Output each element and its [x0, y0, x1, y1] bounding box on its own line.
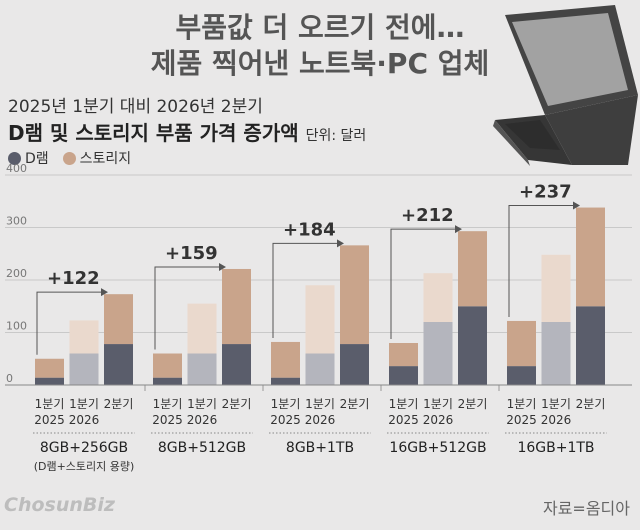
- increase-arrow-line: [36, 291, 104, 355]
- headline-line-1: 부품값 더 오르기 전에…: [175, 11, 465, 44]
- bar-dram: [222, 344, 251, 385]
- legend-dram-label: D램: [25, 151, 49, 167]
- chart-title: D램 및 스토리지 부품 가격 증가액 단위: 달러: [8, 117, 366, 146]
- bar-storage: [305, 285, 335, 354]
- increase-arrow-head: [573, 201, 580, 210]
- legend-dram-swatch: [8, 151, 21, 165]
- period-label: 1분기: [507, 397, 537, 411]
- legend-storage-label: 스토리지: [79, 151, 132, 167]
- period-year-label: 2026: [69, 413, 100, 427]
- period-year-label: 2026: [423, 413, 454, 427]
- increase-label: +159: [165, 243, 218, 264]
- period-label: 1분기: [423, 397, 453, 411]
- period-label: 2분기: [340, 397, 370, 411]
- bar-storage: [576, 207, 605, 307]
- bar-storage: [389, 343, 418, 367]
- bar-dram: [153, 377, 182, 385]
- bar-dram: [35, 377, 64, 385]
- period-label: 2분기: [458, 397, 488, 411]
- legend-storage-swatch: [62, 151, 76, 165]
- period-year-label: 2026: [187, 413, 218, 427]
- chart-subtitle: 2025년 1분기 대비 2026년 2분기: [8, 97, 263, 117]
- increase-arrow-head: [337, 239, 344, 248]
- group-name: 16GB+1TB: [517, 440, 594, 456]
- bar-dram: [423, 322, 453, 385]
- bar-dram: [305, 353, 335, 385]
- period-year-label: 2025: [388, 413, 419, 427]
- y-tick-label-300: 300: [6, 215, 27, 228]
- bar-storage: [153, 353, 182, 378]
- period-label: 1분기: [305, 397, 335, 411]
- bar-storage: [507, 320, 536, 367]
- bar-dram: [576, 306, 605, 385]
- y-tick-label-400: 400: [6, 162, 27, 175]
- increase-arrow-head: [455, 225, 462, 234]
- bar-dram: [507, 366, 536, 385]
- chart-title-text: D램 및 스토리지 부품 가격 증가액: [8, 121, 299, 145]
- bar-storage: [271, 341, 300, 378]
- bar-dram: [458, 306, 487, 385]
- legend-item-dram: D램: [8, 148, 49, 168]
- period-label: 2분기: [104, 397, 134, 411]
- period-year-label: 2026: [541, 413, 572, 427]
- group-name: 8GB+256GB: [40, 440, 128, 456]
- bar-storage: [340, 245, 369, 345]
- bar-dram: [340, 344, 369, 385]
- group-name: 8GB+512GB: [158, 440, 246, 456]
- legend: D램 스토리지: [8, 148, 145, 168]
- period-label: 1분기: [153, 397, 183, 411]
- unit-label: 단위: 달러: [305, 128, 367, 144]
- bar-dram: [271, 377, 300, 385]
- chosunbiz-logo: ChosunBiz: [4, 494, 115, 516]
- bar-dram: [389, 366, 418, 385]
- y-tick-label-0: 0: [6, 372, 13, 385]
- period-year-label: 2025: [152, 413, 183, 427]
- period-label: 1분기: [389, 397, 419, 411]
- headline-line-2: 제품 찍어낸 노트북·PC 업체: [150, 47, 490, 80]
- increase-label: +122: [47, 268, 100, 289]
- increase-arrow-line: [154, 266, 222, 350]
- bar-dram: [187, 353, 217, 385]
- period-year-label: 2025: [270, 413, 301, 427]
- y-tick-label-100: 100: [6, 320, 27, 333]
- group-name: 8GB+1TB: [286, 440, 354, 456]
- group-name: 16GB+512GB: [389, 440, 486, 456]
- bar-storage: [69, 320, 99, 354]
- period-label: 1분기: [69, 397, 99, 411]
- bar-storage: [458, 231, 487, 307]
- bar-dram: [104, 344, 133, 385]
- bar-storage: [423, 273, 453, 322]
- period-label: 1분기: [35, 397, 65, 411]
- increase-label: +212: [401, 205, 454, 226]
- bar-storage: [104, 294, 133, 345]
- increase-label: +184: [283, 219, 336, 240]
- increase-arrow-line: [272, 242, 340, 338]
- increase-arrow-head: [101, 288, 108, 297]
- bar-dram: [69, 353, 99, 385]
- period-label: 1분기: [271, 397, 301, 411]
- period-year-label: 2026: [305, 413, 336, 427]
- bar-storage: [187, 303, 217, 354]
- period-year-label: 2025: [34, 413, 65, 427]
- period-label: 1분기: [541, 397, 571, 411]
- period-label: 2분기: [576, 397, 606, 411]
- increase-arrow-line: [508, 205, 576, 317]
- period-label: 1분기: [187, 397, 217, 411]
- bar-storage: [222, 268, 251, 345]
- legend-item-storage: 스토리지: [62, 148, 132, 168]
- increase-arrow-line: [390, 228, 458, 339]
- source-label: 자료=옴디아: [542, 499, 630, 518]
- period-label: 2분기: [222, 397, 252, 411]
- increase-label: +237: [519, 182, 572, 203]
- group-note: (D램+스토리지 용량): [34, 460, 135, 473]
- period-year-label: 2025: [506, 413, 537, 427]
- increase-arrow-head: [219, 262, 226, 271]
- bar-dram: [541, 322, 571, 385]
- bar-storage: [35, 358, 64, 378]
- bar-storage: [541, 254, 571, 322]
- y-tick-label-200: 200: [6, 267, 27, 280]
